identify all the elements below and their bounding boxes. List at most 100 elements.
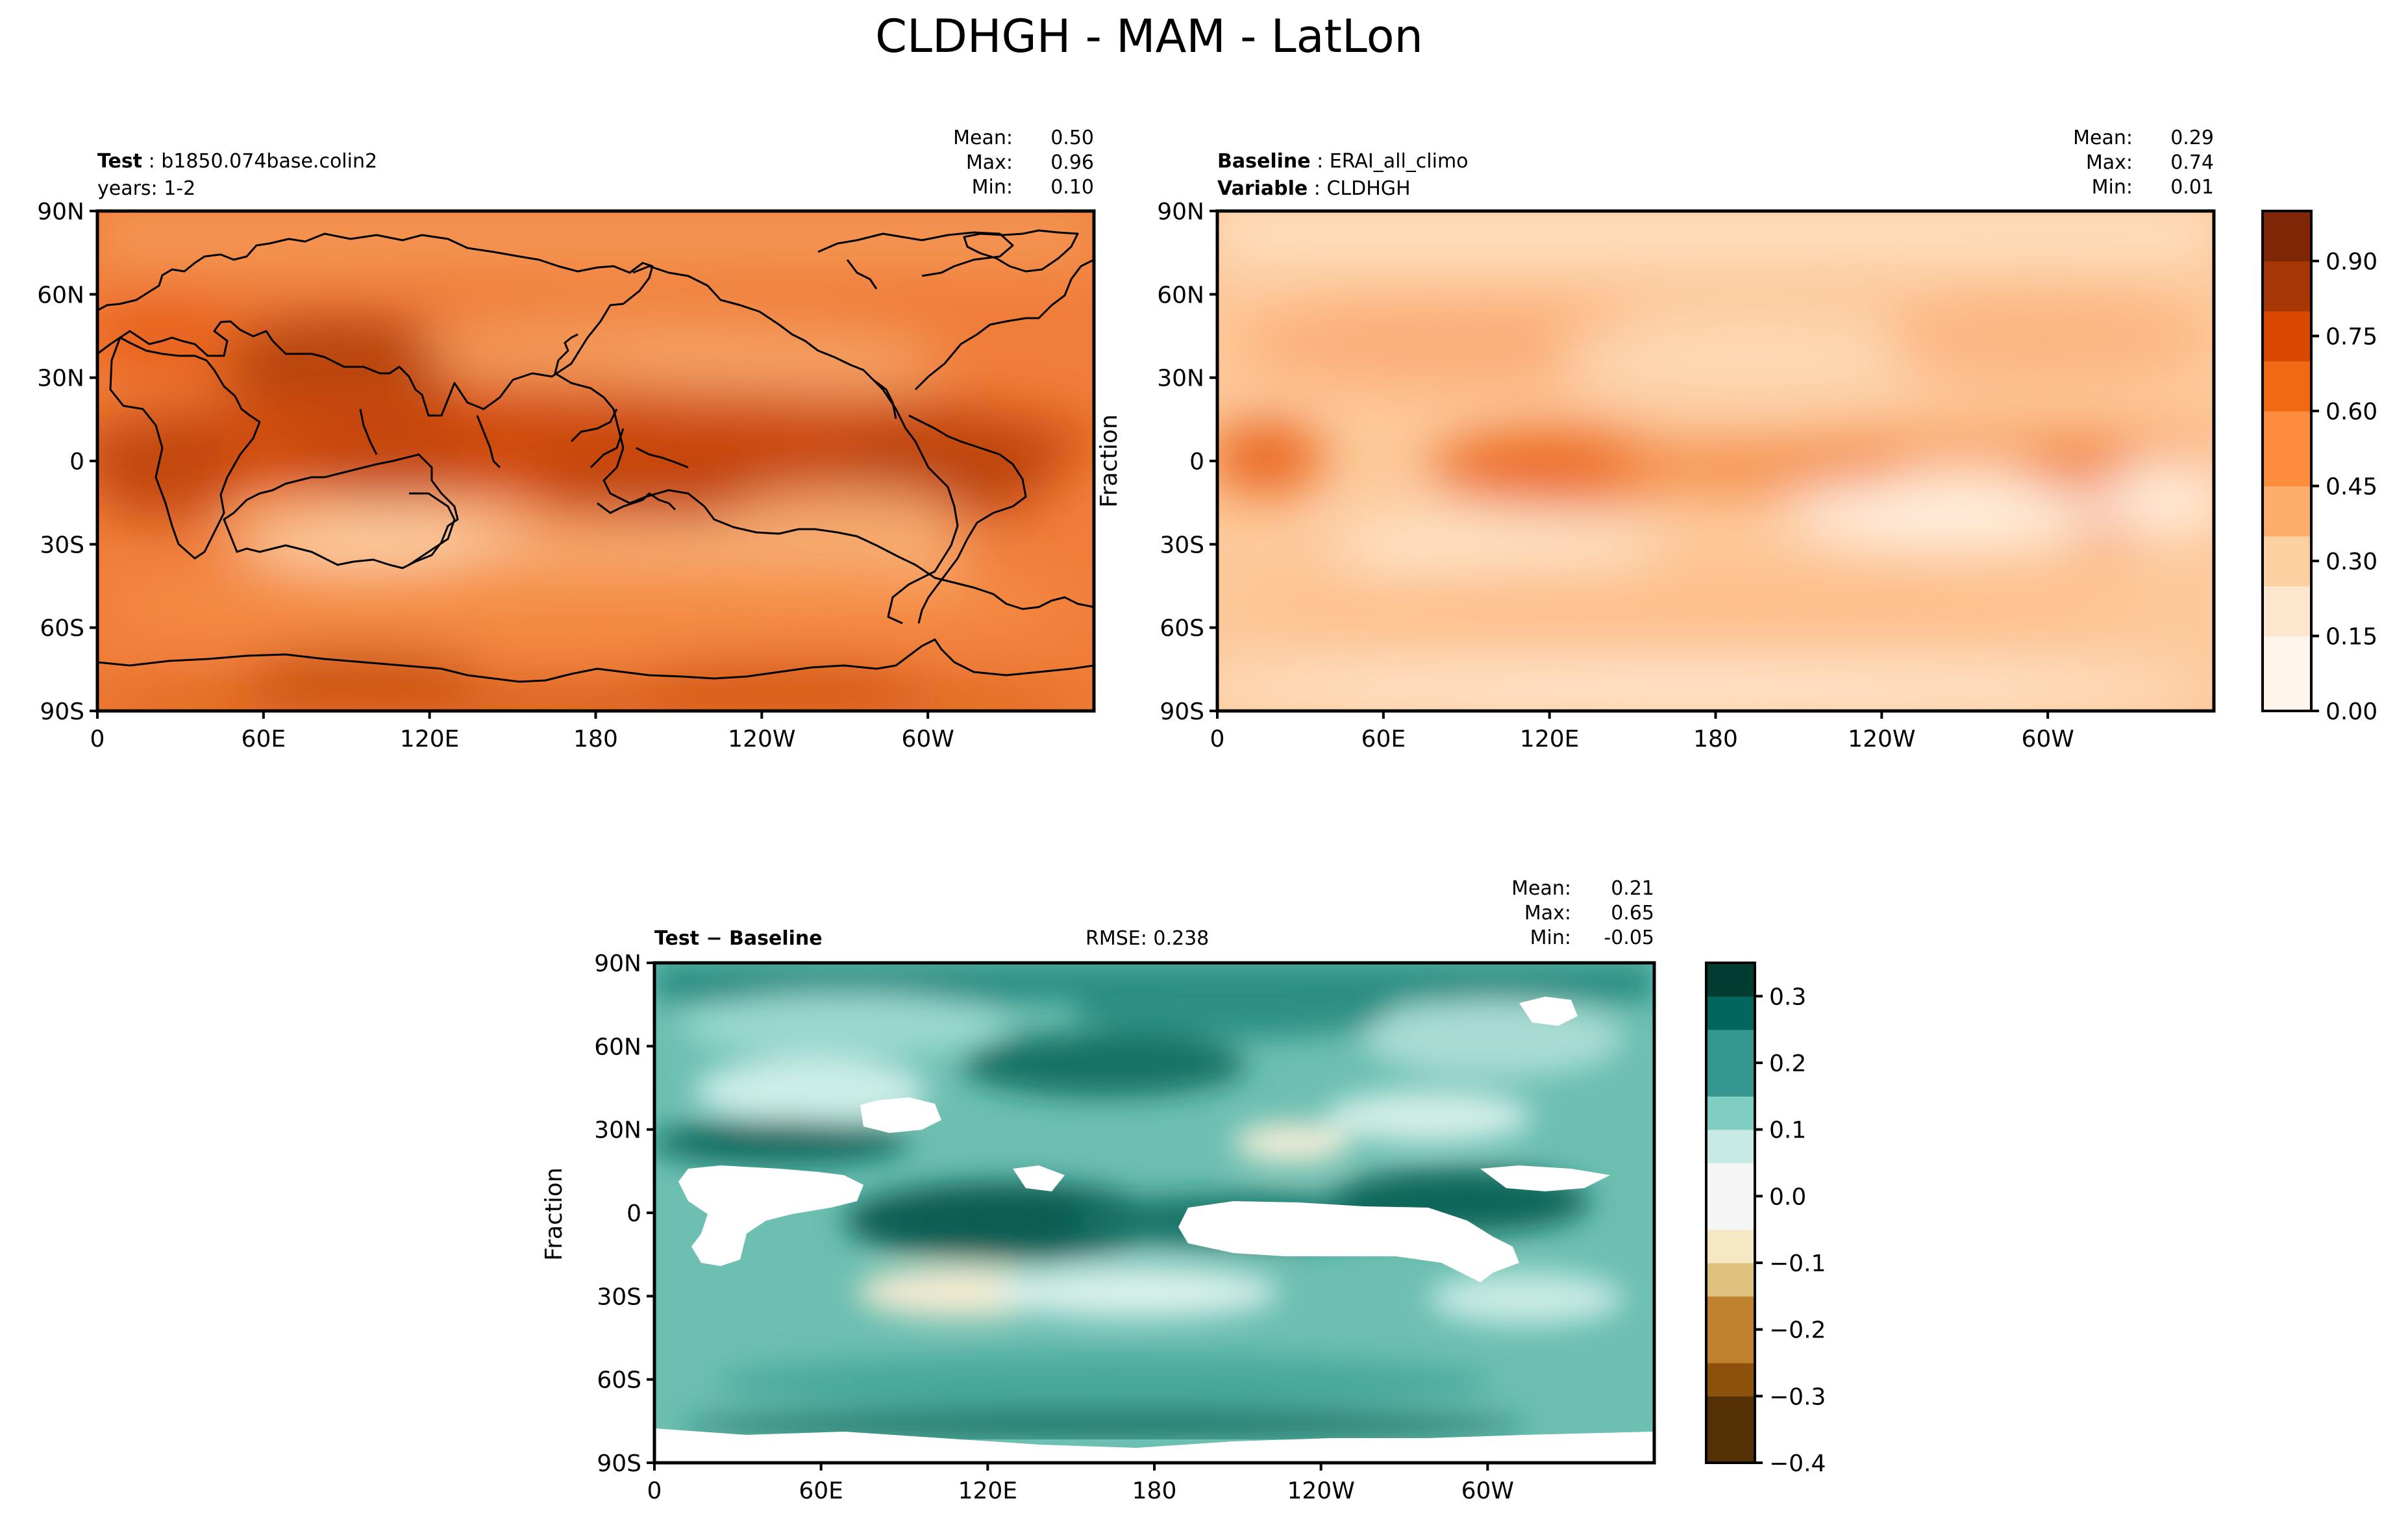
- orange-colorbar-level: [2263, 586, 2311, 612]
- teal-colorbar-frame: [1705, 962, 1756, 1464]
- diff-below-range-areas: [654, 997, 1654, 1463]
- diff-mean-value: 0.21: [1611, 877, 1654, 900]
- test-mean-label: Mean:: [953, 127, 1013, 149]
- diff-xtick-label: 60W: [1461, 1478, 1514, 1504]
- diff-min-label: Min:: [1530, 926, 1571, 949]
- orange-colorbar-level: [2263, 486, 2311, 512]
- diff-xtick-label: 180: [1132, 1478, 1177, 1504]
- orange-colorbar-level: [2263, 661, 2311, 687]
- diff-xtick-label: 120E: [958, 1478, 1017, 1504]
- test-coastlines: [97, 229, 1094, 683]
- teal-colorbar-level: [1706, 1096, 1755, 1130]
- diff-stats: Mean: 0.21 Max: 0.65 Min: -0.05: [1511, 877, 1654, 949]
- baseline-ytick-label: 30N: [1157, 366, 1204, 392]
- diff-max-value: 0.65: [1611, 902, 1654, 925]
- orange-colorbar-tick-label: 0.45: [2326, 474, 2377, 501]
- orange-colorbar-tick-label: 0.15: [2326, 624, 2377, 651]
- baseline-ylabel: Fraction: [1096, 414, 1123, 508]
- diff-ytick-label: 90S: [597, 1450, 641, 1477]
- teal-colorbar: 0.3 0.2 0.1 0.0 −0.1 −0.2 −0.3 −0.4: [1705, 962, 1826, 1477]
- baseline-ytick-label: 90N: [1157, 199, 1204, 225]
- orange-colorbar-level: [2263, 286, 2311, 312]
- test-xtick-label: 180: [573, 726, 618, 752]
- baseline-min-value: 0.01: [2170, 176, 2214, 199]
- orange-colorbar-tick-label: 0.90: [2326, 249, 2377, 275]
- teal-colorbar-level: [1706, 963, 1755, 997]
- diff-xtick-label: 60E: [799, 1478, 843, 1504]
- test-label: Test : b1850.074base.colin2: [97, 150, 377, 173]
- teal-colorbar-tick-label: 0.1: [1769, 1117, 1806, 1144]
- variable-label: Variable : CLDHGH: [1217, 177, 1411, 200]
- orange-colorbar-level: [2263, 261, 2311, 287]
- diff-map-field: [654, 963, 1654, 1463]
- diff-y-axis: 90N 60N 30N 0 30S 60S 90S: [594, 951, 654, 1477]
- test-label-value: b1850.074base.colin2: [161, 150, 377, 173]
- diff-ytick-label: 90N: [594, 951, 641, 977]
- diff-label: Test − Baseline: [654, 927, 823, 950]
- baseline-max-label: Max:: [2086, 151, 2133, 174]
- teal-colorbar-level: [1706, 1429, 1755, 1463]
- test-max-value: 0.96: [1050, 151, 1094, 174]
- test-xtick-label: 0: [90, 726, 105, 752]
- test-ytick-label: 30N: [37, 366, 84, 392]
- baseline-mean-label: Mean:: [2073, 127, 2133, 149]
- test-max-label: Max:: [966, 151, 1013, 174]
- orange-colorbar-tick-label: 0.30: [2326, 549, 2377, 575]
- teal-colorbar-level: [1706, 1296, 1755, 1330]
- baseline-panel: 90N 60N 30N 0 30S 60S 90S 0 60E 120E 180 120W 60W F…: [1096, 127, 2216, 752]
- orange-colorbar-level: [2263, 236, 2311, 262]
- teal-colorbar-tick-label: 0.2: [1769, 1050, 1806, 1077]
- orange-colorbar-level: [2263, 686, 2311, 712]
- diff-ytick-label: 60N: [594, 1034, 641, 1060]
- teal-colorbar-level: [1706, 1196, 1755, 1230]
- diff-xtick-label: 0: [647, 1478, 662, 1504]
- teal-colorbar-level: [1706, 996, 1755, 1030]
- orange-colorbar-tick-label: 0.00: [2326, 699, 2377, 725]
- test-xtick-label: 120E: [400, 726, 459, 752]
- baseline-xtick-label: 0: [1210, 726, 1225, 752]
- baseline-stats: Mean: 0.29 Max: 0.74 Min: 0.01: [2073, 127, 2214, 199]
- baseline-label: Baseline : ERAI_all_climo: [1217, 150, 1469, 173]
- variable-label-value: CLDHGH: [1326, 177, 1410, 200]
- orange-colorbar-tick-label: 0.60: [2326, 399, 2377, 425]
- variable-label-key: Variable: [1217, 177, 1308, 200]
- teal-colorbar-tick-label: −0.4: [1769, 1450, 1826, 1477]
- baseline-mean-value: 0.29: [2170, 127, 2214, 149]
- orange-colorbar-level: [2263, 386, 2311, 412]
- teal-colorbar-level: [1706, 1029, 1755, 1063]
- test-ytick-label: 90N: [37, 199, 84, 225]
- baseline-max-value: 0.74: [2170, 151, 2214, 174]
- baseline-ytick-label: 30S: [1160, 532, 1204, 558]
- diff-rmse: RMSE: 0.238: [1086, 927, 1209, 950]
- baseline-ytick-label: 90S: [1160, 699, 1204, 725]
- orange-colorbar-level: [2263, 536, 2311, 562]
- teal-colorbar-level: [1706, 1263, 1755, 1297]
- teal-colorbar-tick-label: 0.0: [1769, 1184, 1806, 1210]
- baseline-xtick-label: 60W: [2021, 726, 2074, 752]
- orange-colorbar-level: [2263, 211, 2311, 237]
- test-min-label: Min:: [972, 176, 1013, 199]
- test-xtick-label: 60E: [242, 726, 286, 752]
- teal-colorbar-level: [1706, 1229, 1755, 1263]
- diff-ytick-label: 0: [627, 1200, 641, 1227]
- teal-colorbar-tick-label: 0.3: [1769, 984, 1806, 1010]
- diff-max-label: Max:: [1524, 902, 1571, 925]
- teal-colorbar-tick-label: −0.2: [1769, 1317, 1826, 1344]
- orange-colorbar-level: [2263, 361, 2311, 387]
- orange-colorbar-level: [2263, 436, 2311, 462]
- orange-colorbar-level: [2263, 411, 2311, 437]
- baseline-label-key: Baseline: [1217, 150, 1311, 173]
- test-min-value: 0.10: [1050, 176, 1094, 199]
- teal-colorbar-tick-label: −0.1: [1769, 1250, 1826, 1277]
- test-ytick-label: 90S: [40, 699, 84, 725]
- orange-colorbar-frame: [2261, 210, 2313, 712]
- diff-x-axis: 0 60E 120E 180 120W 60W: [647, 1463, 1514, 1504]
- test-years: years: 1-2: [97, 177, 195, 200]
- orange-colorbar-level: [2263, 336, 2311, 362]
- diff-ytick-label: 30N: [594, 1117, 641, 1144]
- teal-colorbar-tick-label: −0.3: [1769, 1384, 1826, 1410]
- diff-xtick-label: 120W: [1287, 1478, 1355, 1504]
- diff-ytick-label: 30S: [597, 1284, 641, 1310]
- test-ytick-label: 60S: [40, 615, 84, 642]
- orange-colorbar: 0.00 0.15 0.30 0.45 0.60 0.75 0.90: [2261, 210, 2377, 725]
